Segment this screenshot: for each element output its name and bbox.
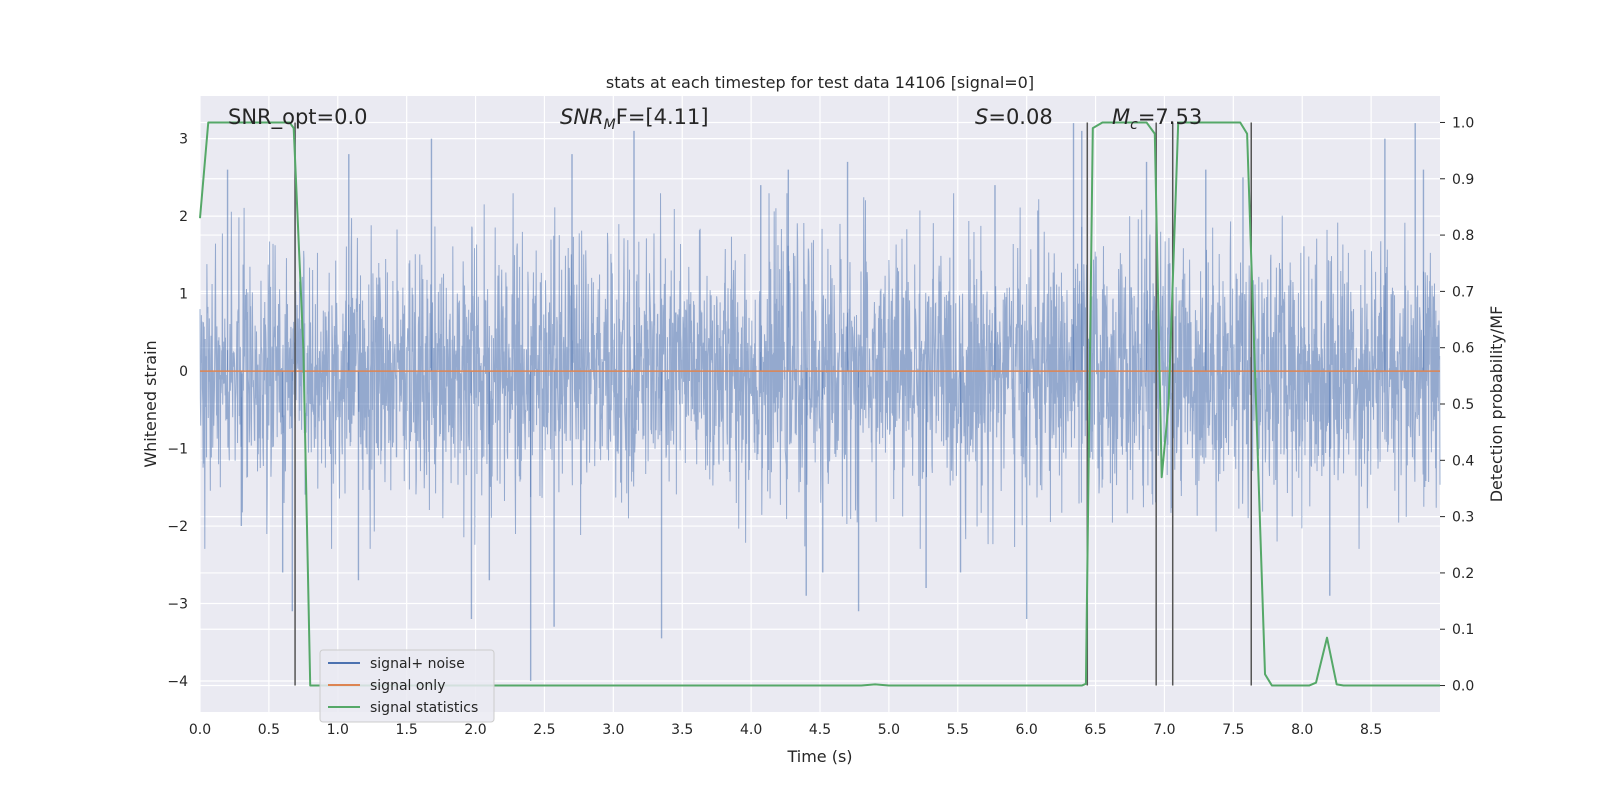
annotation-snr-mf: SNRMF=[4.11]: [560, 105, 709, 133]
x-tick-label: 8.5: [1360, 722, 1382, 738]
y-tick-label: 0: [179, 364, 188, 380]
legend: signal+ noise signal only signal statist…: [319, 649, 495, 723]
x-tick-label: 8.0: [1291, 722, 1313, 738]
legend-label-signal-only: signal only: [370, 678, 445, 694]
y-tick-label: −1: [167, 442, 188, 458]
y2-tick-label: 0.9: [1452, 172, 1474, 188]
x-tick-label: 1.5: [396, 722, 418, 738]
x-tick-label: 4.0: [740, 722, 762, 738]
x-axis-ticks: 0.0 0.5 1.0 1.5 2.0 2.5 3.0 3.5 4.0 4.5 5.0 5.5 6.0 6…: [189, 722, 1382, 738]
x-tick-label: 2.0: [464, 722, 486, 738]
annotation-mc: Mc=7.53: [1112, 105, 1202, 133]
x-tick-label: 3.0: [602, 722, 624, 738]
x-tick-label: 1.0: [327, 722, 349, 738]
x-tick-label: 5.5: [947, 722, 969, 738]
y-tick-label: 3: [179, 132, 188, 148]
y2-tick-label: 0.5: [1452, 397, 1474, 413]
y2-axis-label: Detection probability/MF: [1487, 306, 1506, 503]
x-tick-label: 3.5: [671, 722, 693, 738]
series-layer: [199, 121, 1441, 687]
legend-box: [319, 649, 495, 723]
y2-tick-label: 0.4: [1452, 453, 1474, 469]
x-axis-label: Time (s): [786, 747, 852, 766]
chart-title: stats at each timestep for test data 141…: [606, 73, 1034, 92]
legend-label-signal-statistics: signal statistics: [370, 700, 478, 716]
x-tick-label: 5.0: [878, 722, 900, 738]
y2-tick-label: 0.6: [1452, 341, 1474, 357]
y-tick-label: −2: [167, 519, 188, 535]
y2-tick-label: 0.8: [1452, 228, 1474, 244]
y2-tick-label: 0.2: [1452, 566, 1474, 582]
y-axis-ticks: 3 2 1 0 −1 −2 −3 −4: [167, 132, 188, 690]
y2-tick-label: 0.1: [1452, 622, 1474, 638]
y-tick-label: −4: [167, 674, 188, 690]
y2-tick-label: 0.0: [1452, 679, 1474, 695]
y-tick-label: −3: [167, 597, 188, 613]
y2-tick-label: 1.0: [1452, 115, 1474, 131]
x-tick-label: 0.0: [189, 722, 211, 738]
y2-tick-label: 0.7: [1452, 284, 1474, 300]
x-tick-label: 2.5: [533, 722, 555, 738]
series-signal-statistics: [199, 121, 1440, 687]
annotation-snr-opt: SNR_opt=0.0: [228, 105, 368, 130]
series-signal-noise: [199, 193, 1441, 549]
y-axis-label: Whitened strain: [141, 340, 160, 467]
annotation-s: S=0.08: [975, 105, 1053, 129]
y-tick-label: 1: [179, 287, 188, 303]
x-tick-label: 4.5: [809, 722, 831, 738]
x-tick-label: 0.5: [258, 722, 280, 738]
x-tick-label: 6.5: [1084, 722, 1106, 738]
y-tick-label: 2: [179, 209, 188, 225]
x-tick-label: 6.0: [1016, 722, 1038, 738]
y2-tick-label: 0.3: [1452, 510, 1474, 526]
x-tick-label: 7.0: [1153, 722, 1175, 738]
y2-axis-ticks: 1.0 0.9 0.8 0.7 0.6 0.5 0.4 0.3 0.2 0.1 0.0: [1440, 115, 1474, 695]
legend-label-signal-noise: signal+ noise: [370, 656, 465, 672]
x-tick-label: 7.5: [1222, 722, 1244, 738]
